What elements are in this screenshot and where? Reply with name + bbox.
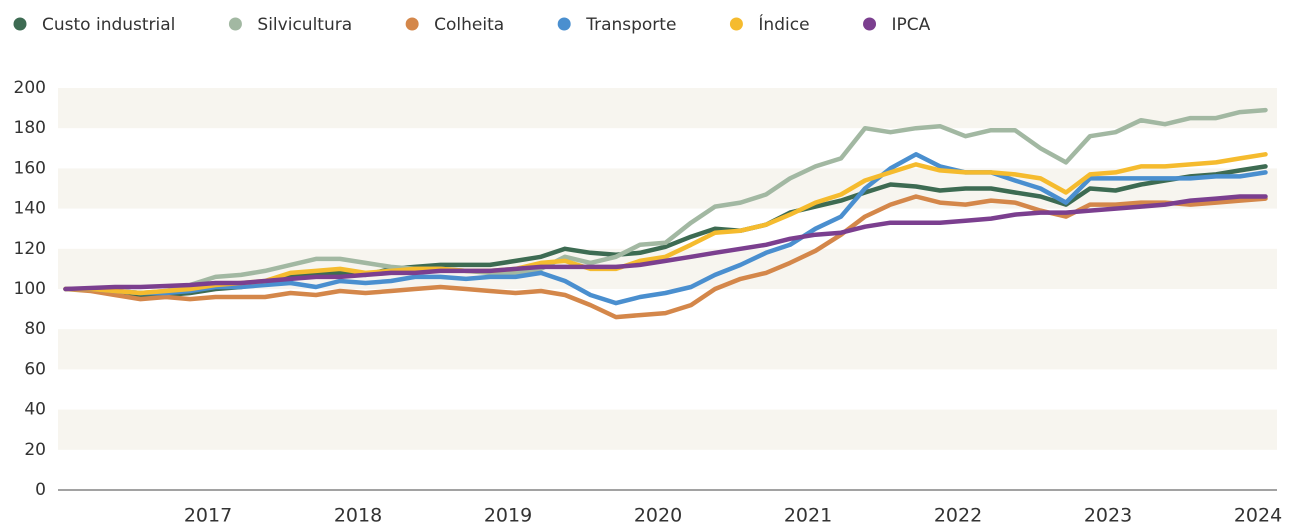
legend-marker: [729, 17, 743, 31]
y-tick-label: 0: [35, 480, 46, 500]
y-tick-label: 80: [24, 319, 46, 339]
legend-marker: [13, 17, 27, 31]
legend-label: Colheita: [434, 15, 504, 35]
y-tick-label: 200: [14, 78, 46, 98]
y-tick-label: 60: [24, 359, 46, 379]
y-tick-label: 160: [14, 158, 46, 178]
legend-marker: [405, 17, 419, 31]
y-tick-label: 20: [24, 440, 46, 460]
legend-label: Índice: [758, 13, 809, 35]
x-tick-label: 2023: [1084, 505, 1132, 527]
series-line: [63, 194, 1268, 292]
grid-band: [58, 329, 1277, 370]
y-tick-label: 100: [14, 279, 46, 299]
legend-marker: [863, 17, 877, 31]
x-tick-label: 2024: [1234, 505, 1282, 527]
x-tick-label: 2020: [634, 505, 682, 527]
grid-band: [58, 409, 1277, 450]
legend-label: Silvicultura: [257, 15, 352, 35]
y-tick-label: 180: [14, 118, 46, 138]
series-line: [63, 194, 1268, 320]
grid-band: [58, 88, 1277, 129]
x-tick-label: 2022: [934, 505, 982, 527]
legend-label: Custo industrial: [42, 15, 175, 35]
legend-marker: [557, 17, 571, 31]
y-tick-label: 120: [14, 239, 46, 259]
y-tick-label: 40: [24, 400, 46, 420]
x-tick-label: 2017: [184, 505, 232, 527]
x-tick-label: 2019: [484, 505, 532, 527]
legend-label: IPCA: [892, 15, 931, 35]
legend-marker: [228, 17, 242, 31]
x-tick-label: 2021: [784, 505, 832, 527]
series-line: [63, 107, 1268, 296]
x-tick-label: 2018: [334, 505, 382, 527]
legend-label: Transporte: [585, 15, 676, 35]
series-line: [63, 152, 1268, 306]
y-tick-label: 140: [14, 199, 46, 219]
